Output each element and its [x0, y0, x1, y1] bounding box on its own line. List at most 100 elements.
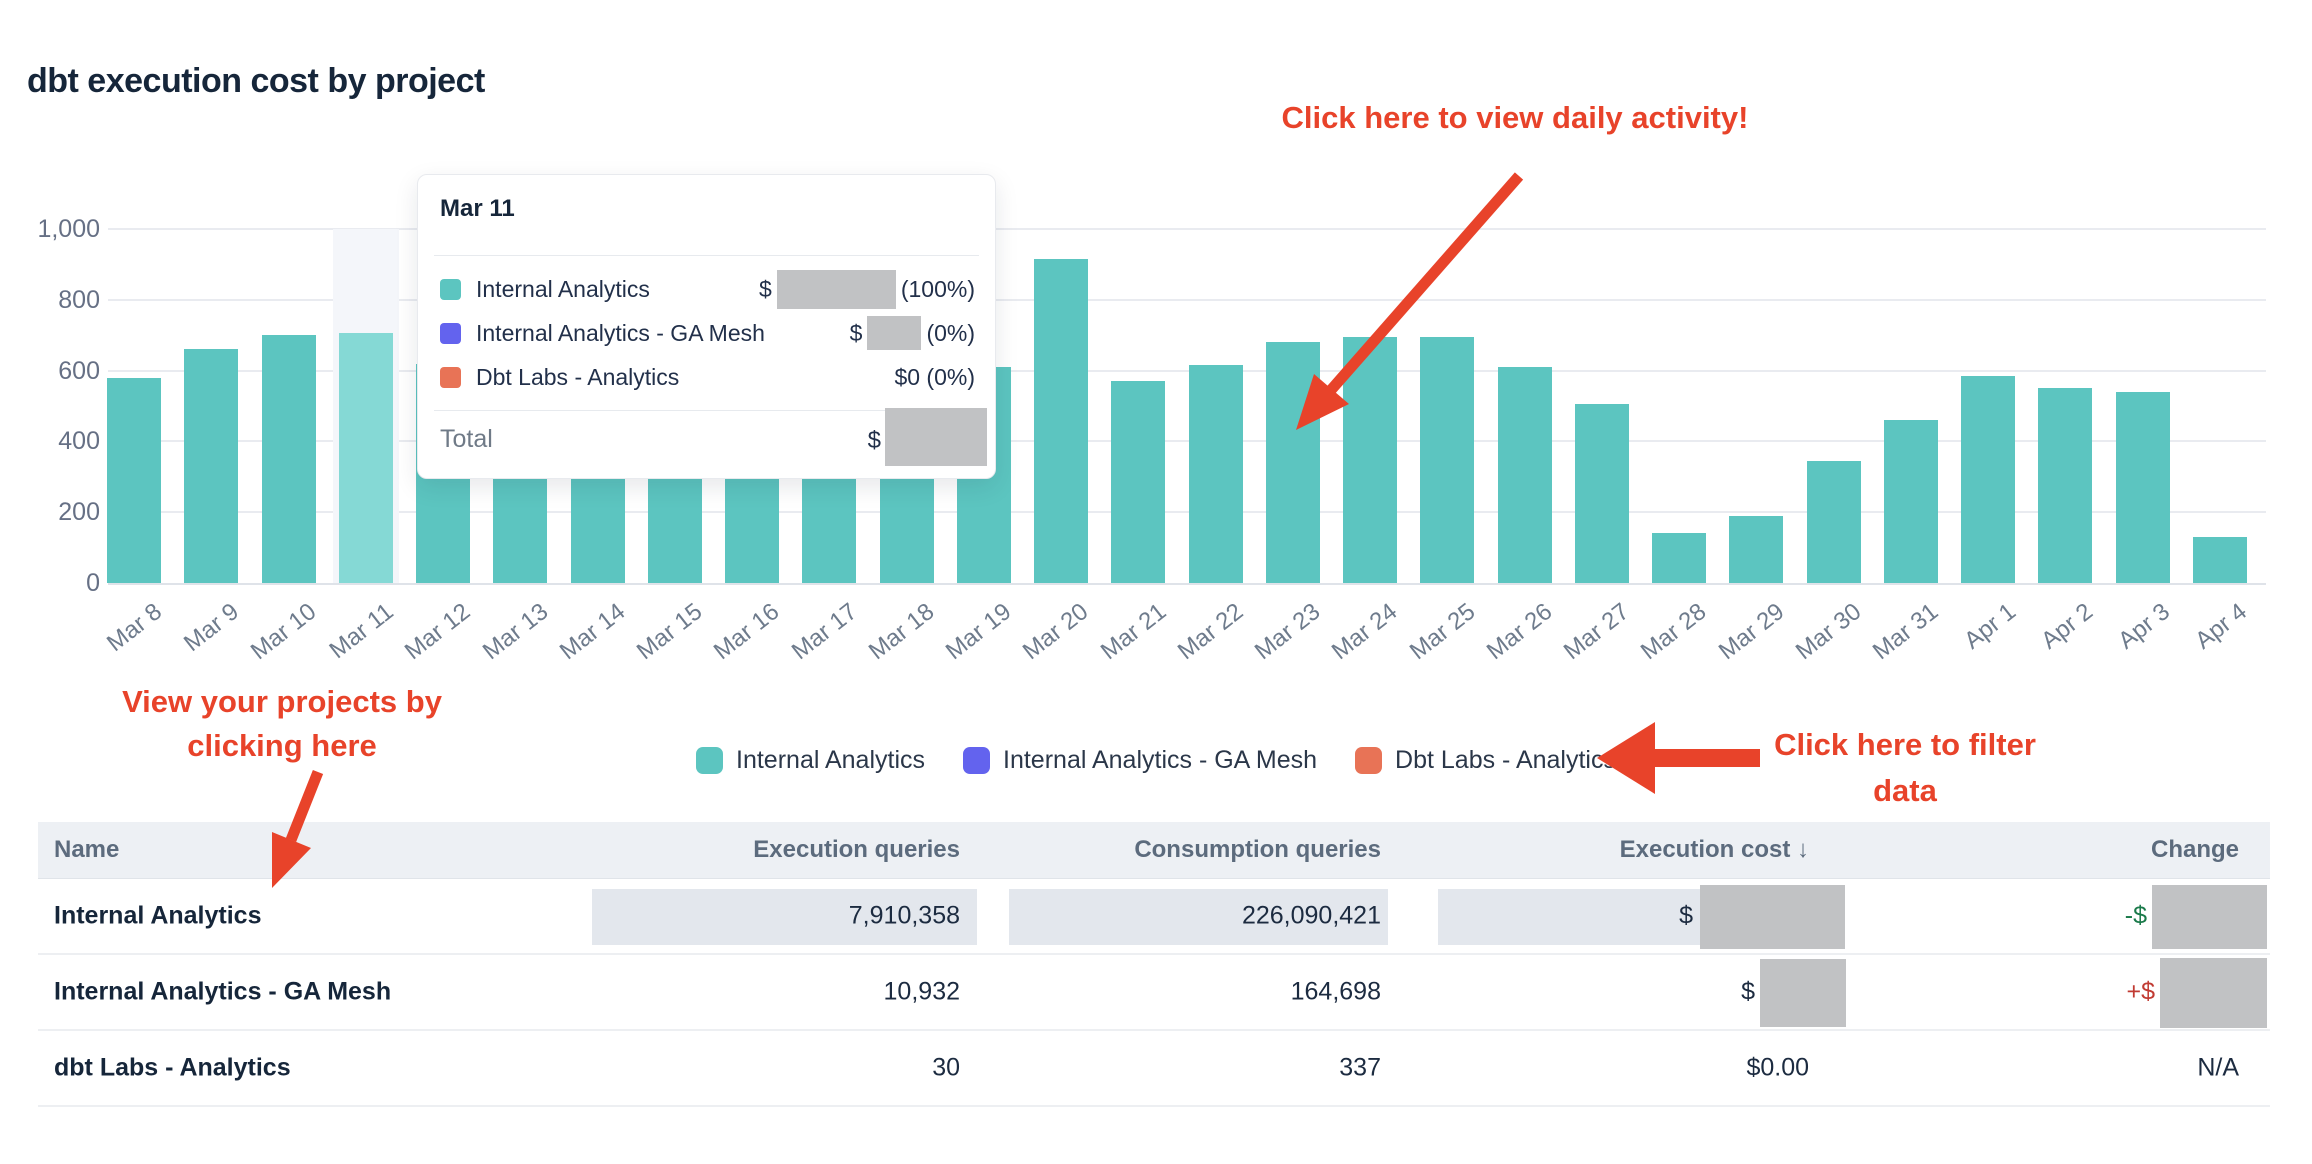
- bar-mar-26[interactable]: [1497, 367, 1552, 583]
- bar-mar-8[interactable]: [107, 377, 161, 583]
- chart-gridline-200: [108, 511, 2266, 514]
- bar-mar-27[interactable]: [1574, 404, 1629, 583]
- execution-cost-value: $0.00: [1746, 1053, 1809, 1082]
- annotation-view-projects-line1: View your projects by: [122, 684, 442, 719]
- x-axis-tick-mar-17: Mar 17: [786, 598, 862, 666]
- project-name-link[interactable]: dbt Labs - Analytics: [54, 1053, 291, 1082]
- change-redaction: [2160, 958, 2267, 1028]
- column-header-consumption-queries[interactable]: Consumption queries: [1134, 836, 1381, 863]
- chart-gridline-800: [108, 298, 2266, 301]
- bar-apr-4[interactable]: [2192, 536, 2247, 583]
- tooltip-row-currency: $: [849, 319, 863, 346]
- x-axis-tick-mar-21: Mar 21: [1095, 598, 1171, 666]
- tooltip-total-label: Total: [440, 425, 493, 453]
- execution-queries-value: 7,910,358: [848, 901, 960, 930]
- column-header-execution-cost[interactable]: Execution cost ↓: [1619, 836, 1809, 863]
- column-header-change[interactable]: Change: [2150, 836, 2239, 863]
- bar-mar-21[interactable]: [1111, 381, 1166, 583]
- table-row-internal-analytics-ga-mesh: Internal Analytics - GA Mesh 10,932 164,69…: [38, 955, 2270, 1031]
- tooltip-row-redaction: [776, 269, 896, 309]
- annotation-view-projects-line2: clicking here: [187, 728, 377, 763]
- legend-item-label: Internal Analytics: [736, 746, 926, 774]
- tooltip-row-swatch-icon: [440, 366, 461, 388]
- bar-mar-28[interactable]: [1652, 533, 1706, 583]
- annotation-filter-data-line2: data: [1873, 773, 1937, 808]
- bar-mar-11[interactable]: [338, 333, 393, 583]
- bar-apr-3[interactable]: [2115, 391, 2170, 583]
- tooltip-row-value: $ (0%): [850, 316, 975, 350]
- tooltip-total-redaction: [885, 408, 987, 466]
- x-axis-tick-mar-13: Mar 13: [477, 598, 553, 666]
- column-header-execution-queries[interactable]: Execution queries: [753, 836, 960, 863]
- tooltip-row-swatch-icon: [440, 278, 461, 300]
- execution-cost-redaction: [1700, 885, 1845, 949]
- project-name-link[interactable]: Internal Analytics - GA Mesh: [54, 977, 392, 1006]
- y-axis-tick-600: 600: [58, 356, 100, 385]
- x-axis-tick-mar-25: Mar 25: [1404, 598, 1480, 666]
- tooltip-row-value: $ (100%): [759, 269, 975, 309]
- annotation-filter-data-line1: Click here to filter: [1774, 727, 2036, 762]
- table-row-internal-analytics: Internal Analytics 7,910,358 226,090,421 $ -…: [38, 879, 2270, 955]
- tooltip-row-value-text: $0 (0%): [894, 363, 975, 390]
- execution-cost-redaction: [1760, 959, 1846, 1027]
- tooltip-row-percent: (100%): [900, 275, 975, 302]
- chart-gridline-400: [108, 440, 2266, 443]
- bar-mar-24[interactable]: [1343, 336, 1397, 583]
- y-axis-tick-800: 800: [58, 285, 100, 314]
- tooltip-total-currency: $: [867, 427, 881, 454]
- bar-mar-20[interactable]: [1034, 259, 1088, 583]
- x-axis-tick-mar-26: Mar 26: [1481, 598, 1558, 666]
- x-axis-tick-mar-31: Mar 31: [1867, 598, 1944, 666]
- x-axis-tick-apr-2: Apr 2: [2036, 598, 2098, 655]
- y-axis-tick-0: 0: [86, 569, 100, 597]
- legend-swatch-icon: [696, 747, 724, 774]
- chart-baseline: [108, 583, 2266, 585]
- highlight-cell-bg: [1009, 889, 1388, 945]
- legend-item-dbt-labs-analytics[interactable]: Dbt Labs - Analytics: [1355, 746, 1616, 775]
- x-axis-tick-mar-22: Mar 22: [1172, 598, 1249, 666]
- legend-swatch-icon: [1355, 747, 1383, 774]
- x-axis-tick-mar-19: Mar 19: [940, 598, 1017, 666]
- legend-item-internal-analytics-ga-mesh[interactable]: Internal Analytics - GA Mesh: [963, 746, 1317, 775]
- tooltip-row-redaction: [867, 316, 922, 350]
- chart-gridline-600: [108, 369, 2266, 372]
- change-value: N/A: [2197, 1053, 2239, 1082]
- x-axis-tick-mar-30: Mar 30: [1790, 598, 1867, 666]
- tooltip-divider-bottom: [434, 410, 979, 411]
- bar-apr-1[interactable]: [1961, 375, 2015, 583]
- bar-mar-10[interactable]: [261, 335, 316, 583]
- x-axis-tick-mar-14: Mar 14: [554, 598, 631, 666]
- bar-mar-29[interactable]: [1729, 515, 1784, 583]
- tooltip-row-dbt-labs-analytics: Dbt Labs - Analytics $0 (0%): [440, 355, 975, 399]
- bar-mar-31[interactable]: [1883, 420, 1938, 583]
- legend-item-internal-analytics[interactable]: Internal Analytics: [696, 746, 925, 775]
- x-axis-tick-apr-4: Apr 4: [2190, 598, 2253, 655]
- tooltip-row-label: Dbt Labs - Analytics: [476, 363, 680, 390]
- bar-mar-22[interactable]: [1188, 365, 1243, 583]
- tooltip-row-swatch-icon: [440, 322, 461, 344]
- chart-tooltip: Mar 11 Internal Analytics $ (100%) Internal…: [417, 174, 996, 479]
- x-axis-tick-apr-1: Apr 1: [1958, 598, 2021, 655]
- table-row-dbt-labs-analytics: dbt Labs - Analytics 30 337 $0.00 N/A: [38, 1031, 2270, 1107]
- column-header-name[interactable]: Name: [54, 836, 120, 863]
- execution-queries-value: 30: [932, 1053, 960, 1082]
- bar-mar-25[interactable]: [1420, 336, 1475, 583]
- tooltip-divider-top: [434, 255, 979, 256]
- project-name-link[interactable]: Internal Analytics: [54, 901, 262, 930]
- annotation-view-projects: View your projects by clicking here: [82, 680, 482, 768]
- consumption-queries-value: 164,698: [1290, 977, 1381, 1006]
- tooltip-row-label: Internal Analytics: [476, 275, 650, 302]
- y-axis-tick-200: 200: [58, 498, 100, 527]
- consumption-queries-value: 337: [1339, 1053, 1381, 1082]
- tooltip-row-label: Internal Analytics - GA Mesh: [476, 319, 765, 346]
- bar-mar-9[interactable]: [184, 349, 239, 583]
- x-axis-tick-mar-11: Mar 11: [324, 598, 399, 665]
- change-prefix: -$: [2124, 901, 2147, 930]
- bar-mar-23[interactable]: [1265, 342, 1320, 583]
- bar-apr-2[interactable]: [2038, 388, 2093, 583]
- legend-item-label: Internal Analytics - GA Mesh: [1003, 746, 1318, 774]
- x-axis-tick-mar-9: Mar 9: [178, 598, 244, 658]
- annotation-filter-data: Click here to filter data: [1705, 722, 2105, 814]
- bar-mar-30[interactable]: [1806, 460, 1861, 583]
